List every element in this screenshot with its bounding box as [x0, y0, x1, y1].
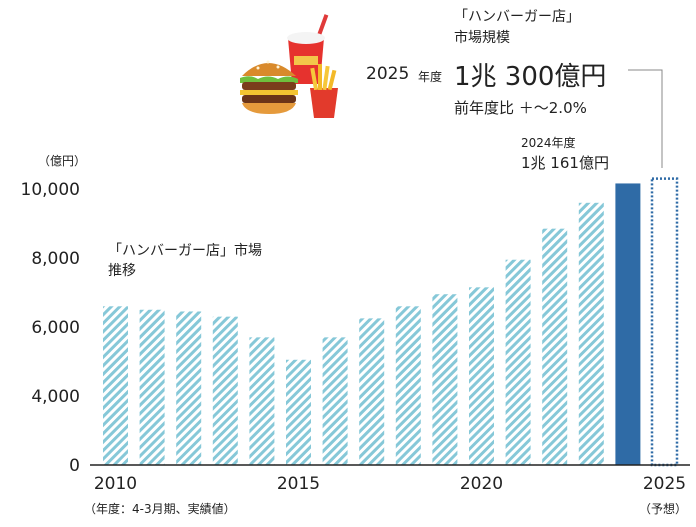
prev-year-label: 2024年度: [521, 136, 576, 150]
x-tick-label: 2020: [460, 474, 503, 494]
bar-2018: [395, 306, 421, 465]
bar-2010: [103, 306, 128, 465]
bar-2022: [542, 228, 568, 465]
y-tick-label: 8,000: [31, 249, 80, 269]
x-tick-label: 2025: [643, 474, 686, 494]
bar-2020: [469, 287, 494, 465]
forecast-year: 2025: [366, 64, 410, 84]
y-tick-label: 4,000: [31, 387, 80, 407]
bar-2015: [286, 359, 311, 465]
headline-title: 「ハンバーガー店」: [454, 9, 580, 25]
forecast-value: 1兆 300億円: [454, 62, 607, 92]
chart-subtitle-line1: 「ハンバーガー店」市場: [108, 243, 262, 259]
bar-2017: [359, 318, 385, 465]
bar-2014: [249, 337, 275, 465]
forecast-note: （予想）: [639, 502, 688, 516]
prev-year-value: 1兆 161億円: [521, 154, 609, 172]
bar-2024: [615, 183, 641, 465]
y-tick-label: 10,000: [21, 180, 80, 200]
bar-2025: [650, 177, 679, 467]
x-tick-label: 2015: [277, 474, 320, 494]
hamburger-fries-drink-icon: [240, 14, 338, 118]
connector-line: [628, 69, 663, 168]
headline-subtitle: 市場規模: [454, 30, 510, 46]
x-tick-label: 2010: [94, 474, 137, 494]
forecast-growth: 前年度比 ＋～2.0%: [454, 99, 587, 117]
bar-2019: [432, 294, 458, 465]
chart-subtitle-line2: 推移: [108, 263, 136, 279]
y-tick-label: 6,000: [31, 318, 80, 338]
y-tick-label: 0: [69, 456, 80, 476]
bar-2011: [139, 309, 165, 465]
bar-2013: [212, 316, 238, 465]
bar-2012: [176, 311, 202, 465]
footnote: （年度：4-3月期、実績値）: [84, 502, 236, 516]
bar-2023: [578, 202, 604, 466]
bar-2016: [322, 337, 348, 465]
forecast-year-suffix: 年度: [418, 70, 443, 84]
bar-2021: [505, 259, 531, 465]
y-axis-unit: （億円）: [38, 154, 87, 168]
